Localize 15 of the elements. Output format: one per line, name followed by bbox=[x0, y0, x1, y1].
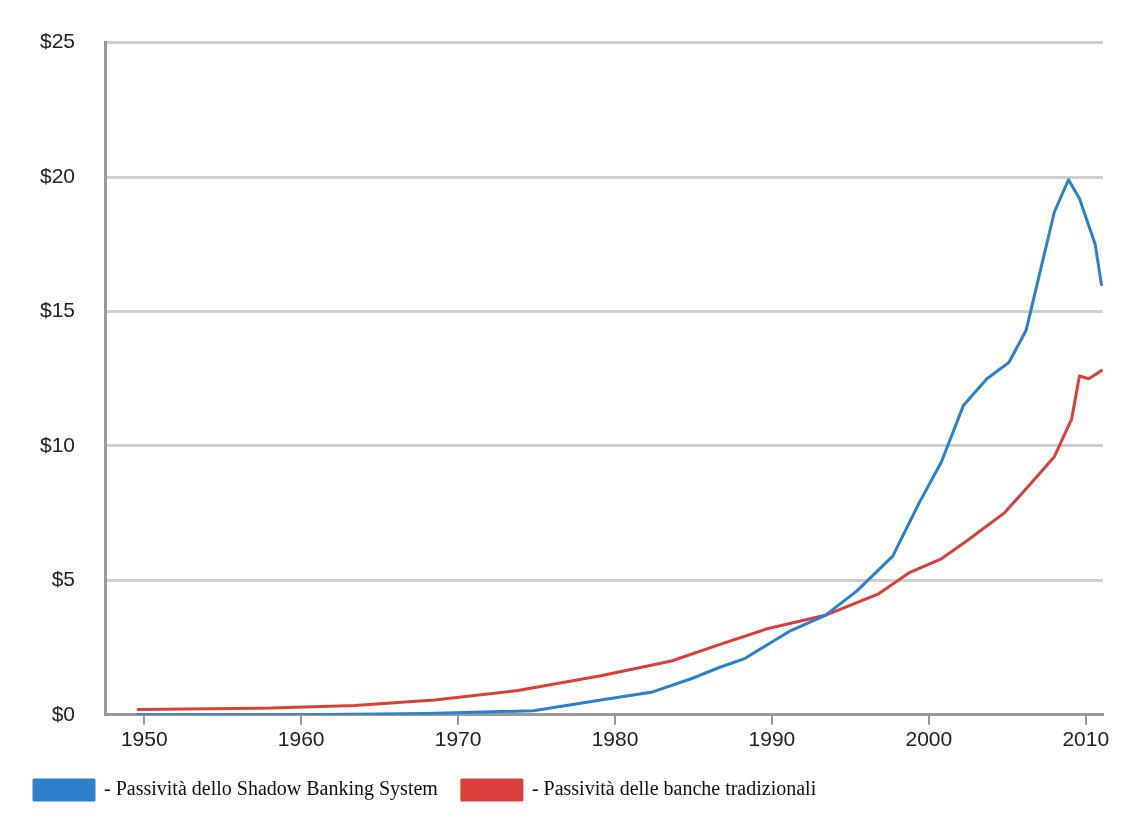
legend-label: - Passività dello Shadow Banking System bbox=[104, 777, 439, 801]
x-tick-label: 1960 bbox=[277, 727, 325, 751]
x-tick-label: 2010 bbox=[1062, 727, 1110, 751]
y-tick-label: $15 bbox=[39, 298, 76, 322]
x-tick-label: 2000 bbox=[905, 727, 953, 751]
x-tick-label: 1950 bbox=[120, 727, 168, 751]
y-tick-label: $5 bbox=[51, 567, 76, 591]
x-tick-label: 1990 bbox=[748, 727, 796, 751]
x-tick-label: 1970 bbox=[434, 727, 482, 751]
y-tick-label: $10 bbox=[39, 432, 76, 456]
x-tick-label: 1980 bbox=[591, 727, 639, 751]
y-tick-label: $0 bbox=[51, 701, 76, 725]
legend-label: - Passività delle banche tradizionali bbox=[531, 777, 817, 800]
y-tick-label: $25 bbox=[39, 29, 76, 53]
y-tick-label: $20 bbox=[39, 163, 76, 187]
